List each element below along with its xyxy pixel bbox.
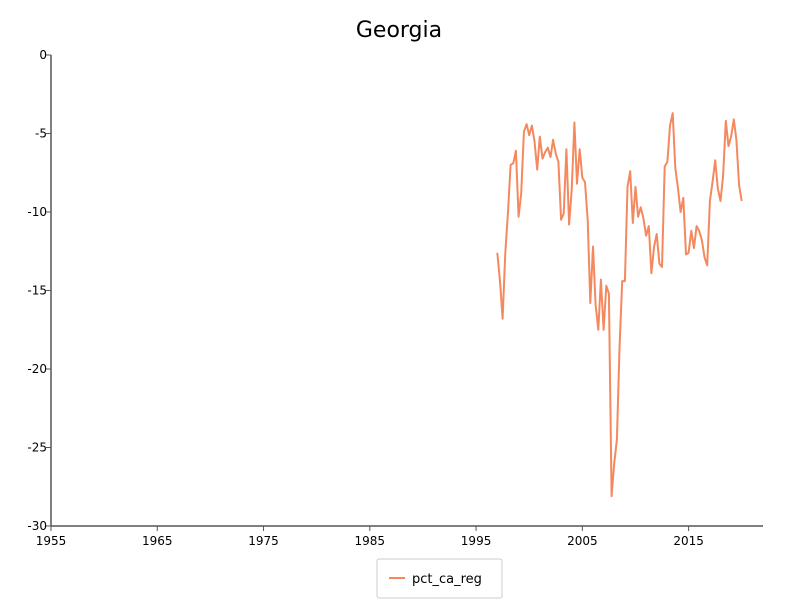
x-tick-label: 1975 [248,534,279,548]
axes [50,55,763,527]
chart-title: Georgia [356,18,442,43]
y-ticks: 0 -5 -10 -15 -20 -25 -30 [27,48,51,533]
y-tick-label: -10 [27,205,47,219]
x-tick-label: 1995 [461,534,492,548]
x-tick-label: 1965 [142,534,173,548]
legend-box [376,558,503,599]
x-tick-label: 2015 [673,534,704,548]
y-tick-label: -5 [35,127,47,141]
series-line-pct_ca_reg [496,112,743,498]
y-tick-label: -25 [27,441,47,455]
legend-entry: pct_ca_reg [412,572,482,587]
y-tick-label: -15 [27,284,47,298]
x-tick-label: 2005 [567,534,598,548]
series-layer [496,112,743,498]
x-tick-label: 1985 [355,534,386,548]
x-ticks: 1955 1965 1975 1985 1995 2005 2015 [36,526,704,548]
legend: pct_ca_reg [376,558,503,599]
y-tick-label: -20 [27,362,47,376]
y-tick-label: 0 [39,48,47,62]
x-tick-label: 1955 [36,534,67,548]
y-tick-label: -30 [27,519,47,533]
